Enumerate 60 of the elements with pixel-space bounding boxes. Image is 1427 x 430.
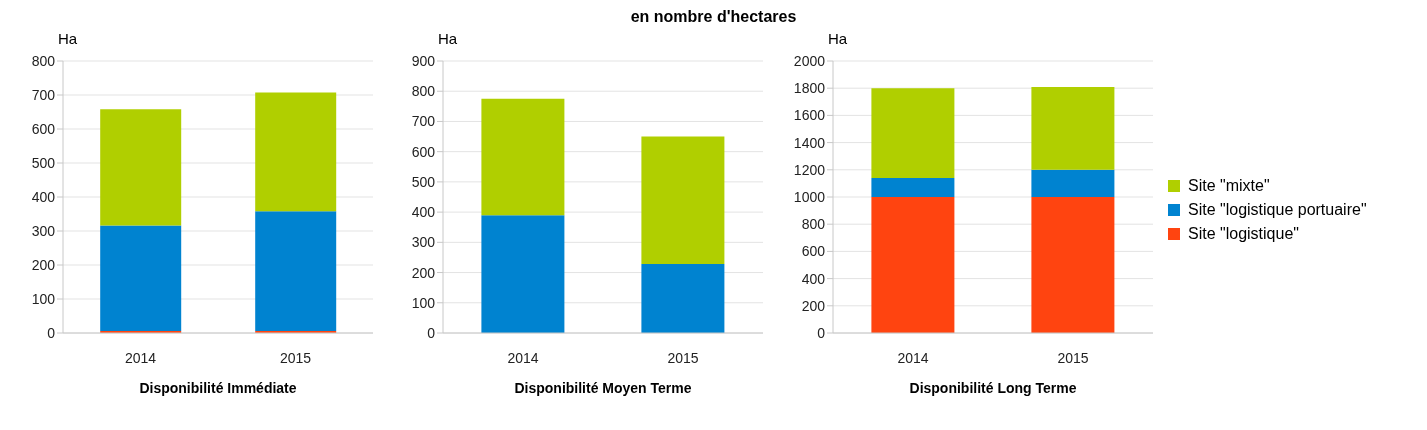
legend-label: Site "logistique portuaire" (1188, 201, 1367, 219)
x-tick-label: 2014 (124, 349, 157, 366)
bar (1031, 197, 1115, 333)
bar (641, 136, 725, 265)
bar (871, 177, 955, 197)
y-tick-label: 600 (411, 143, 436, 160)
y-tick-label: 900 (411, 52, 436, 69)
x-tick-label: 2015 (279, 349, 312, 366)
bar (1031, 87, 1115, 170)
y-tick-label: 200 (31, 256, 56, 273)
y-tick-label: 0 (817, 324, 826, 341)
y-tick-label: 0 (47, 324, 56, 341)
y-tick-label: 600 (801, 243, 826, 260)
chart-title: en nombre d'hectares (629, 8, 798, 26)
bar (641, 264, 725, 333)
y-tick-label: 800 (411, 83, 436, 100)
bar (1031, 169, 1115, 197)
y-tick-label: 300 (411, 234, 436, 251)
x-axis-title: Disponibilité Long Terme (908, 380, 1078, 396)
y-tick-label: 400 (801, 270, 826, 287)
y-tick-label: 800 (801, 216, 826, 233)
y-tick-label: 100 (31, 290, 56, 307)
y-tick-label: 700 (31, 86, 56, 103)
y-axis-title: Ha (58, 30, 78, 47)
y-tick-label: 100 (411, 294, 436, 311)
x-tick-label: 2014 (507, 349, 539, 366)
bar (871, 197, 955, 333)
y-tick-label: 500 (411, 173, 436, 190)
bar (100, 225, 182, 331)
y-tick-label: 1400 (793, 134, 826, 151)
x-tick-label: 2014 (897, 349, 929, 366)
x-tick-label: 2015 (1057, 349, 1089, 366)
bar (255, 211, 337, 331)
y-tick-label: 0 (427, 324, 436, 341)
y-tick-label: 1200 (793, 161, 826, 178)
y-axis-title: Ha (438, 30, 458, 47)
y-tick-label: 200 (411, 264, 436, 281)
y-tick-label: 1000 (793, 188, 826, 205)
y-tick-label: 2000 (793, 52, 826, 69)
y-tick-label: 400 (31, 188, 56, 205)
x-axis-title: Disponibilité Moyen Terme (513, 380, 693, 396)
legend-label: Site "logistique" (1188, 225, 1299, 243)
x-tick-label: 2015 (667, 349, 699, 366)
x-axis-title: Disponibilité Immédiate (138, 380, 298, 396)
y-tick-label: 1800 (793, 80, 826, 97)
bar (481, 98, 565, 216)
bar (481, 215, 565, 333)
y-tick-label: 200 (801, 297, 826, 314)
y-tick-label: 300 (31, 222, 56, 239)
y-tick-label: 600 (31, 120, 56, 137)
bar (871, 88, 955, 178)
bar (255, 92, 337, 212)
legend-label: Site "mixte" (1188, 177, 1270, 195)
y-tick-label: 700 (411, 113, 436, 130)
y-tick-label: 400 (411, 204, 436, 221)
y-tick-label: 1600 (793, 107, 826, 124)
bar (100, 109, 182, 226)
y-tick-label: 500 (31, 154, 56, 171)
y-axis-title: Ha (828, 30, 848, 47)
y-tick-label: 800 (31, 52, 56, 69)
